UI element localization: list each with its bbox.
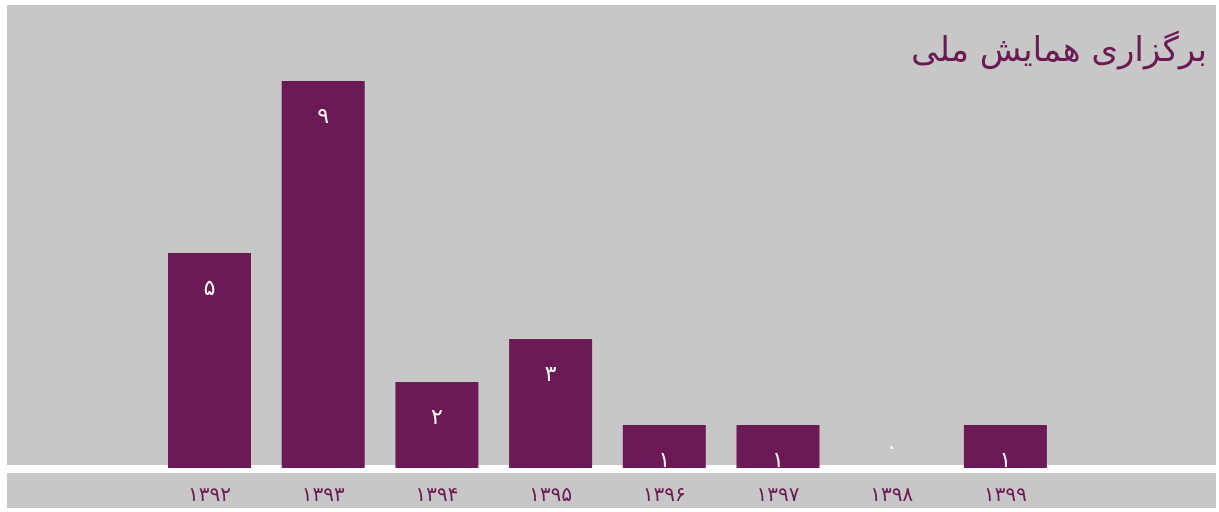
chart-title: برگزاری همایش ملی bbox=[911, 30, 1207, 70]
x-axis-band bbox=[7, 473, 1216, 508]
x-tick-label-2: ۱۳۹۴ bbox=[415, 482, 458, 506]
x-tick-label-1: ۱۳۹۳ bbox=[302, 482, 345, 506]
bar-0 bbox=[168, 253, 251, 468]
x-tick-label-7: ۱۳۹۹ bbox=[984, 482, 1027, 506]
value-label-1: ۹ bbox=[317, 104, 329, 129]
value-label-3: ۳ bbox=[545, 362, 557, 387]
value-label-5: ۱ bbox=[772, 448, 784, 473]
x-tick-label-4: ۱۳۹۶ bbox=[643, 482, 686, 506]
value-label-6: ۰ bbox=[886, 435, 898, 460]
x-tick-label-3: ۱۳۹۵ bbox=[529, 482, 572, 506]
x-tick-label-0: ۱۳۹۲ bbox=[188, 482, 231, 506]
bar-3 bbox=[509, 339, 593, 468]
bar-1 bbox=[281, 81, 365, 468]
x-tick-label-6: ۱۳۹۸ bbox=[870, 482, 913, 506]
value-label-4: ۱ bbox=[658, 448, 670, 473]
bar-2 bbox=[395, 382, 479, 468]
value-label-7: ۱ bbox=[999, 448, 1011, 473]
value-label-2: ۲ bbox=[431, 405, 443, 430]
value-label-0: ۵ bbox=[204, 276, 216, 301]
bar-7 bbox=[963, 425, 1047, 468]
bar-4 bbox=[622, 425, 706, 468]
x-tick-label-5: ۱۳۹۷ bbox=[757, 482, 800, 506]
bar-5 bbox=[736, 425, 820, 468]
